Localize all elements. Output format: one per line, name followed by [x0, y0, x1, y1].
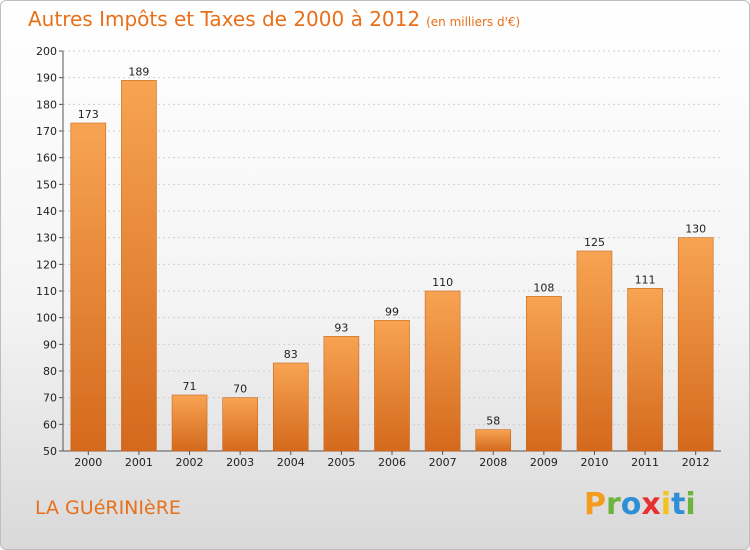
commune-name: LA GUéRINIèRE [35, 497, 181, 519]
data-label: 93 [334, 321, 348, 334]
y-tick-label: 70 [43, 392, 57, 405]
bar [272, 362, 309, 452]
x-tick-label: 2004 [277, 456, 305, 469]
y-tick-label: 170 [36, 125, 57, 138]
proxiti-logo: Proxiti [584, 487, 696, 522]
bar [677, 237, 714, 452]
x-tick-label: 2000 [74, 456, 102, 469]
y-tick-label: 200 [36, 45, 57, 58]
bar [70, 122, 107, 452]
y-tick-label: 160 [36, 152, 57, 165]
logo-letter: x [641, 487, 661, 522]
y-tick-label: 130 [36, 232, 57, 245]
bar [171, 394, 208, 452]
y-tick-label: 120 [36, 258, 57, 271]
y-tick-label: 180 [36, 98, 57, 111]
x-tick-label: 2008 [479, 456, 507, 469]
bar [222, 397, 258, 452]
data-label: 99 [385, 305, 399, 318]
y-tick-label: 140 [36, 205, 57, 218]
bar [475, 429, 512, 452]
bar [576, 250, 613, 452]
x-tick-label: 2012 [682, 456, 710, 469]
bar [323, 336, 360, 452]
y-tick-label: 60 [43, 418, 57, 431]
y-tick-label: 110 [36, 285, 57, 298]
data-label: 173 [78, 108, 99, 121]
logo-letter: P [584, 487, 606, 522]
bar [374, 320, 410, 452]
data-label: 111 [635, 273, 656, 286]
x-tick-label: 2009 [530, 456, 558, 469]
data-label: 108 [533, 281, 554, 294]
logo-letter: o [620, 487, 642, 522]
data-label: 125 [584, 236, 605, 249]
y-tick-label: 190 [36, 72, 57, 85]
y-tick-label: 150 [36, 178, 57, 191]
data-label: 130 [685, 223, 706, 236]
y-tick-label: 100 [36, 312, 57, 325]
x-tick-label: 2011 [631, 456, 659, 469]
data-label: 58 [486, 415, 500, 428]
x-tick-label: 2001 [125, 456, 153, 469]
chart-title: Autres Impôts et Taxes de 2000 à 2012 (en… [28, 7, 520, 31]
logo-letter: r [606, 487, 621, 522]
data-label: 70 [233, 383, 247, 396]
data-label: 110 [432, 276, 453, 289]
logo-letter: i [660, 487, 672, 522]
bar [627, 288, 663, 452]
data-label: 83 [284, 348, 298, 361]
logo-letter: t [671, 487, 686, 522]
y-tick-label: 90 [43, 338, 57, 351]
x-tick-label: 2002 [176, 456, 204, 469]
bar [424, 290, 461, 452]
data-label: 71 [183, 380, 197, 393]
x-tick-label: 2006 [378, 456, 406, 469]
y-tick-label: 80 [43, 365, 57, 378]
data-label: 189 [128, 65, 149, 78]
logo-letter: i [685, 487, 696, 522]
chart-title-text: Autres Impôts et Taxes de 2000 à 2012 [28, 7, 421, 31]
bar [121, 80, 157, 452]
x-tick-label: 2007 [429, 456, 457, 469]
x-tick-label: 2003 [226, 456, 254, 469]
x-tick-label: 2005 [327, 456, 355, 469]
x-tick-label: 2010 [580, 456, 608, 469]
chart-unit: (en milliers d'€) [426, 15, 521, 29]
bar [526, 296, 562, 452]
y-tick-label: 50 [43, 445, 57, 458]
